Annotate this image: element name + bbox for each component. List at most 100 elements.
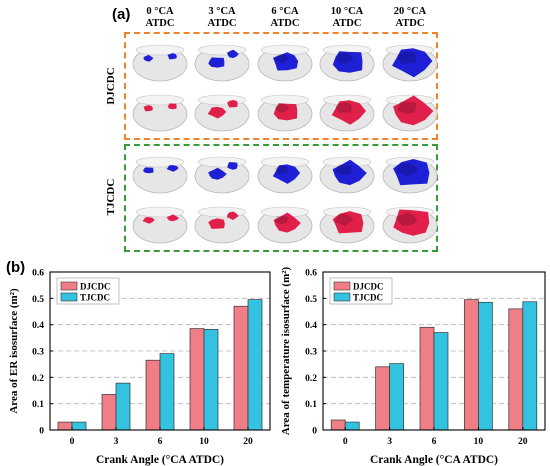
- tjcdc-er-isosurface-thumbnail: [132, 156, 188, 194]
- djcdc-group-box: [124, 32, 438, 140]
- djcdc-bar: [464, 299, 479, 431]
- djcdc-temperature-isosurface-thumbnail: [194, 94, 250, 132]
- column-header-unit: ATDC: [207, 18, 237, 29]
- plot-frame: [49, 271, 271, 431]
- x-tick-label: 20: [518, 437, 528, 447]
- y-tick-label: 0.2: [32, 374, 44, 384]
- x-tick-label: 10: [474, 437, 484, 447]
- y-tick-label: 0.3: [32, 348, 44, 358]
- y-tick-label: 0.3: [305, 348, 317, 358]
- tjcdc-temperature-isosurface-thumbnail: [382, 206, 438, 244]
- x-tick-label: 10: [199, 437, 209, 447]
- y-tick-label: 0.4: [32, 321, 44, 331]
- legend-swatch: [60, 292, 78, 302]
- y-tick-label: 0.2: [305, 374, 317, 384]
- column-header-unit: ATDC: [145, 18, 175, 29]
- tjcdc-bar: [159, 353, 175, 431]
- tjcdc-row-label: TJCDC: [105, 178, 117, 216]
- panel-b-label: (b): [6, 259, 26, 276]
- column-header-unit: ATDC: [395, 18, 425, 29]
- djcdc-bar: [57, 421, 73, 431]
- djcdc-bar: [145, 359, 161, 431]
- tjcdc-temperature-isosurface-thumbnail: [257, 206, 313, 244]
- djcdc-bar: [508, 308, 524, 431]
- djcdc-er-isosurface-thumbnail: [132, 44, 188, 82]
- y-axis-title: Area of ER isosurface (m²): [8, 288, 20, 414]
- tjcdc-bar: [522, 301, 538, 431]
- x-axis-title: Crank Angle (°CA ATDC): [370, 454, 498, 466]
- x-axis-title: Crank Angle (°CA ATDC): [96, 454, 224, 466]
- y-tick-label: 0.1: [32, 400, 44, 410]
- djcdc-temperature-isosurface-thumbnail: [257, 94, 313, 132]
- tjcdc-group-box: [124, 144, 438, 252]
- tjcdc-bar: [344, 421, 360, 431]
- column-header: 20 °CA ATDC: [384, 6, 436, 30]
- x-tick-label: 0: [343, 437, 348, 447]
- djcdc-bar: [375, 366, 390, 431]
- x-tick-label: 0: [70, 437, 75, 447]
- djcdc-er-isosurface-thumbnail: [319, 44, 375, 82]
- legend-label: DJCDC: [353, 282, 384, 292]
- djcdc-bar: [330, 419, 346, 431]
- tjcdc-bar: [247, 299, 263, 431]
- legend-swatch: [60, 281, 78, 291]
- djcdc-bar: [233, 305, 249, 431]
- tjcdc-er-isosurface-thumbnail: [382, 156, 438, 194]
- x-tick-label: 6: [432, 437, 437, 447]
- x-tick-label: 3: [387, 437, 392, 447]
- y-tick-label: 0.5: [305, 295, 317, 305]
- djcdc-bar: [101, 394, 117, 431]
- djcdc-bar: [419, 326, 435, 431]
- column-header: 0 °CA ATDC: [134, 6, 186, 30]
- tjcdc-er-isosurface-thumbnail: [257, 156, 313, 194]
- tjcdc-temperature-isosurface-thumbnail: [319, 206, 375, 244]
- legend-label: DJCDC: [80, 282, 111, 292]
- tjcdc-er-isosurface-thumbnail: [194, 156, 250, 194]
- tjcdc-bar: [478, 301, 493, 431]
- djcdc-er-isosurface-thumbnail: [382, 44, 438, 82]
- y-tick-label: 0: [39, 427, 44, 437]
- y-tick-label: 0.1: [305, 400, 317, 410]
- djcdc-er-isosurface-thumbnail: [194, 44, 250, 82]
- y-tick-label: 0.6: [32, 269, 44, 279]
- legend-swatch: [333, 292, 351, 302]
- column-header: 10 °CA ATDC: [321, 6, 373, 30]
- djcdc-temperature-isosurface-thumbnail: [382, 94, 438, 132]
- djcdc-er-isosurface-thumbnail: [257, 44, 313, 82]
- column-header: 6 °CA ATDC: [259, 6, 311, 30]
- tjcdc-bar: [71, 421, 87, 431]
- y-tick-label: 0.6: [305, 269, 317, 279]
- tjcdc-temperature-isosurface-thumbnail: [132, 206, 188, 244]
- legend-label: TJCDC: [353, 293, 383, 303]
- column-header-unit: ATDC: [270, 18, 300, 29]
- y-axis-title: Area of temperature isosurface (m²): [280, 266, 292, 435]
- djcdc-temperature-isosurface-thumbnail: [319, 94, 375, 132]
- column-header-unit: ATDC: [332, 18, 362, 29]
- tjcdc-bar: [115, 382, 131, 431]
- column-header-angle: 20 °CA: [393, 6, 427, 17]
- x-tick-label: 20: [243, 437, 253, 447]
- djcdc-bar: [189, 328, 205, 431]
- legend-label: TJCDC: [80, 293, 110, 303]
- djcdc-row-label: DJCDC: [105, 67, 117, 105]
- y-tick-label: 0: [312, 427, 317, 437]
- plot-frame: [322, 271, 546, 431]
- column-header-angle: 3 °CA: [208, 6, 236, 17]
- legend-swatch: [333, 281, 351, 291]
- column-header-angle: 6 °CA: [271, 6, 299, 17]
- tjcdc-bar: [389, 363, 404, 431]
- y-tick-label: 0.4: [305, 321, 317, 331]
- y-tick-label: 0.5: [32, 295, 44, 305]
- panel-a-label: (a): [112, 6, 131, 23]
- djcdc-temperature-isosurface-thumbnail: [132, 94, 188, 132]
- tjcdc-bar: [203, 329, 219, 431]
- x-tick-label: 3: [114, 437, 119, 447]
- tjcdc-er-isosurface-thumbnail: [319, 156, 375, 194]
- column-header-angle: 0 °CA: [146, 6, 174, 17]
- column-header-angle: 10 °CA: [330, 6, 364, 17]
- tjcdc-bar: [433, 332, 449, 431]
- tjcdc-temperature-isosurface-thumbnail: [194, 206, 250, 244]
